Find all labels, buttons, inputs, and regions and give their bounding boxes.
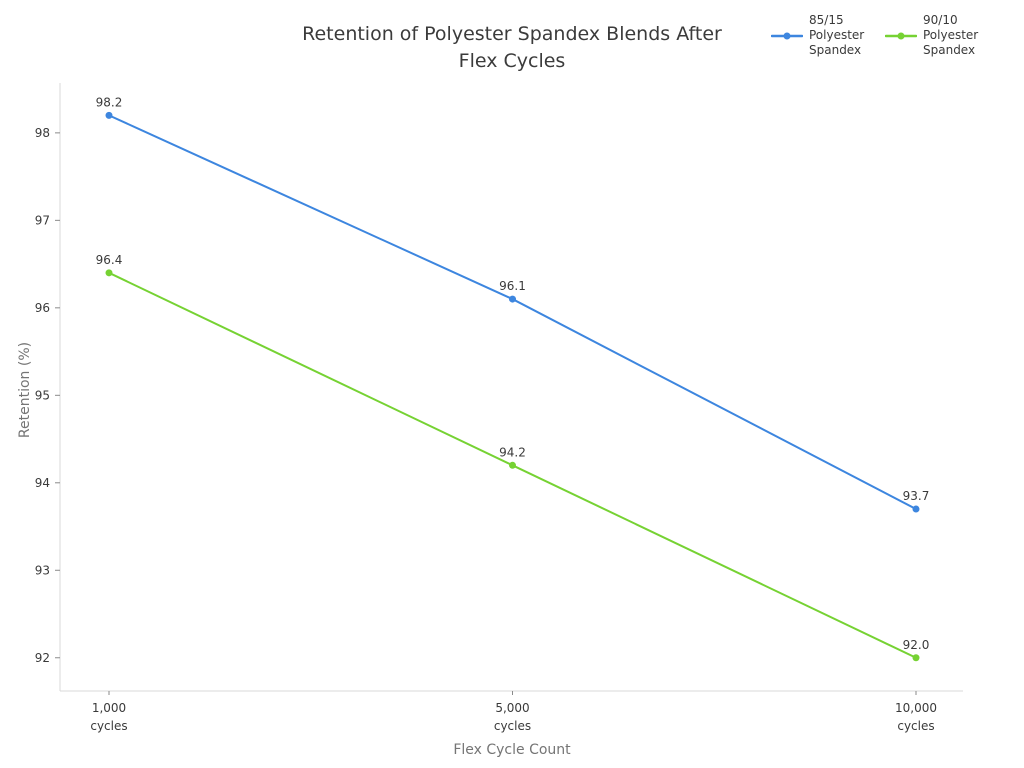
- data-point-label: 94.2: [499, 445, 526, 459]
- y-axis-title: Retention (%): [17, 341, 33, 439]
- data-point: [105, 111, 113, 119]
- x-tick-label: 1,000 cycles: [90, 701, 127, 733]
- chart-title: Retention of Polyester Spandex Blends Af…: [302, 23, 722, 72]
- data-point-label: 96.1: [499, 279, 526, 293]
- data-point-label: 93.7: [903, 489, 930, 503]
- legend-line-marker-icon: [885, 32, 917, 39]
- y-tick-label: 94: [35, 476, 50, 490]
- data-point: [912, 505, 920, 513]
- legend-entry: 90/10 Polyester Spandex: [885, 13, 987, 58]
- data-point: [105, 269, 113, 277]
- legend-line-marker-icon: [771, 32, 803, 39]
- y-tick-label: 98: [35, 126, 50, 140]
- y-tick-label: 97: [35, 213, 50, 227]
- y-tick-label: 95: [35, 388, 50, 402]
- x-axis-title: Flex Cycle Count: [453, 742, 571, 758]
- data-point: [912, 654, 920, 662]
- data-point: [509, 295, 516, 303]
- legend-entry: 85/15 Polyester Spandex: [771, 13, 873, 58]
- x-tick-label: 10,000 cycles: [895, 701, 937, 733]
- data-point-label: 96.4: [96, 253, 123, 267]
- data-point: [509, 461, 516, 469]
- data-point-label: 98.2: [96, 95, 123, 109]
- y-tick-label: 96: [35, 301, 50, 315]
- x-tick-label: 5,000 cycles: [494, 701, 531, 733]
- legend-label: 90/10 Polyester Spandex: [923, 13, 979, 57]
- legend-label: 85/15 Polyester Spandex: [809, 13, 865, 57]
- chart-legend: 85/15 Polyester Spandex 90/10 Polyester S…: [771, 13, 987, 58]
- data-point-label: 92.0: [903, 638, 930, 652]
- y-tick-label: 92: [35, 651, 50, 665]
- y-tick-label: 93: [35, 563, 50, 577]
